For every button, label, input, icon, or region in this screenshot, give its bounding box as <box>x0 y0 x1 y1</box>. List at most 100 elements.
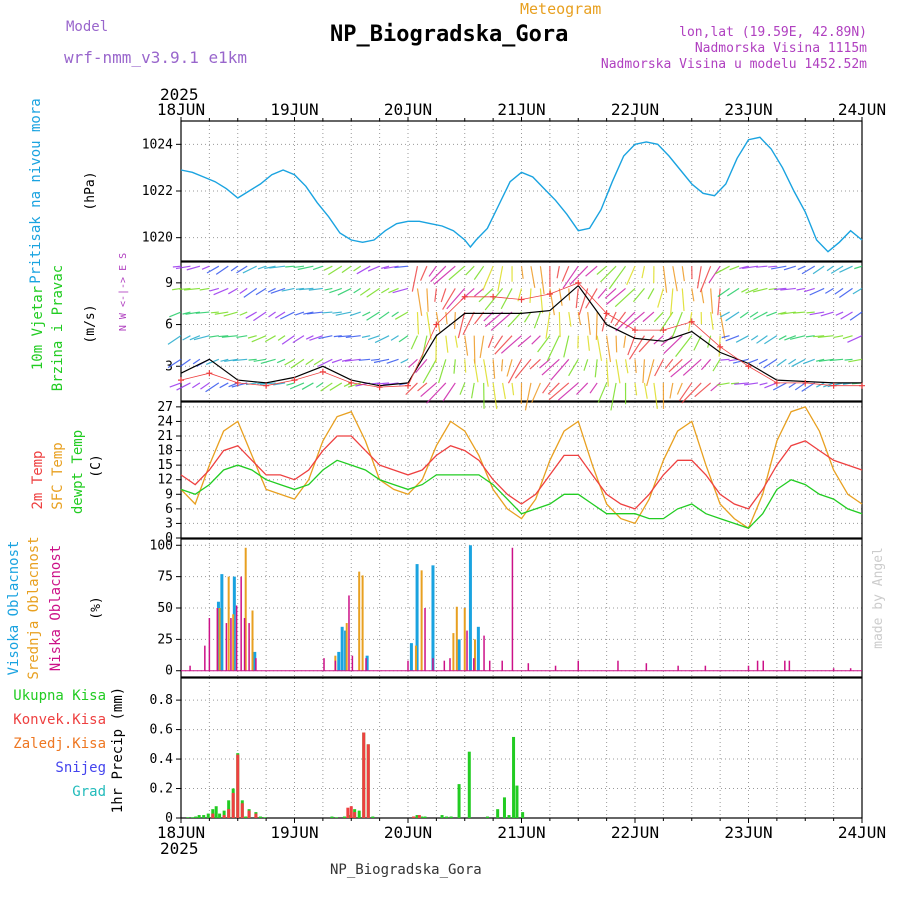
wind-barb <box>788 382 797 388</box>
high-cloud-bar <box>253 651 257 671</box>
total-precip-bar <box>445 816 449 818</box>
high-cloud-bar <box>409 643 413 671</box>
wind-barb <box>848 358 863 363</box>
total-precip-bar <box>457 784 461 818</box>
wind-barb <box>257 265 267 270</box>
ylabel-pressure: Pritisak na nivou mora <box>28 98 44 283</box>
y-tick-label: 27 <box>157 400 173 415</box>
wind-barb <box>199 287 210 291</box>
wind-barb <box>247 335 257 339</box>
total-precip-bar <box>222 810 226 818</box>
conv-precip-bar <box>349 806 353 818</box>
low-cloud-bar <box>189 665 191 671</box>
x-tick-label-bottom: 20JUN <box>384 823 432 842</box>
wind-barb <box>483 359 489 387</box>
wind-barb <box>842 335 853 340</box>
wind-barb <box>301 382 314 390</box>
conv-precip-bar <box>353 812 357 818</box>
wind-barb <box>239 287 248 294</box>
wind-barb <box>487 335 494 348</box>
low-cloud-bar <box>443 660 446 671</box>
wind-barb <box>220 358 229 362</box>
wind-barb <box>776 358 787 367</box>
wind-barb <box>562 265 579 289</box>
mid-cloud-bar <box>251 610 254 671</box>
wind-barb <box>426 311 432 340</box>
wind-barb <box>290 358 305 369</box>
wind-barb <box>306 311 323 315</box>
wind-barb <box>558 312 561 338</box>
wind-barb <box>169 311 182 318</box>
wind-barb <box>507 311 522 328</box>
wind-barb <box>391 311 399 318</box>
wind-barb <box>541 358 560 376</box>
wind-barb <box>292 335 305 344</box>
wind-barb <box>484 288 504 311</box>
high-cloud-bar <box>232 576 236 671</box>
total-precip-bar <box>197 815 201 818</box>
conv-precip-bar <box>247 810 251 818</box>
wind-barb <box>270 287 286 294</box>
conv-precip-bar <box>227 809 231 818</box>
low-cloud-bar <box>432 658 434 671</box>
wind-barb <box>829 358 844 362</box>
wind-barb <box>251 335 267 343</box>
low-cloud-bar <box>208 618 211 671</box>
wind-barb <box>243 287 258 298</box>
high-cloud-bar <box>340 626 344 671</box>
wind-barb <box>563 335 570 358</box>
wind-barb <box>595 312 598 340</box>
wind-compass: N W <-|-> E S <box>118 253 129 331</box>
x-tick-label-bottom: 23JUN <box>724 823 772 842</box>
total-precip-bar <box>190 817 194 818</box>
low-cloud-bar <box>483 635 485 671</box>
wind-barb <box>264 265 276 270</box>
low-cloud-bar <box>230 618 232 671</box>
wind-barb <box>606 335 612 363</box>
wind-barb <box>295 287 305 290</box>
total-precip-bar <box>521 812 525 818</box>
wind-barb <box>700 288 705 304</box>
y-tick-label: 6 <box>165 502 173 517</box>
wind-barb <box>286 382 295 386</box>
wind-barb <box>699 265 712 293</box>
total-precip-bar <box>218 813 222 818</box>
total-precip-bar <box>330 816 334 818</box>
conv-precip-bar <box>211 813 215 818</box>
wind-barb <box>511 382 515 396</box>
mid-cloud-bar <box>227 576 230 671</box>
wind-barb <box>230 265 239 272</box>
wind-barb <box>182 335 191 341</box>
panel-frame <box>180 538 863 678</box>
y-tick-label: 9 <box>165 276 173 291</box>
wind-barb <box>539 358 551 369</box>
x-tick-label-bottom: 18JUN <box>157 823 205 842</box>
total-precip-bar <box>357 810 361 818</box>
wind-barb <box>462 311 475 336</box>
wind-barb <box>322 311 333 314</box>
wind-barb <box>844 358 853 361</box>
total-precip-bar <box>423 816 427 818</box>
wind-barb <box>318 335 333 340</box>
wind-barb <box>368 335 380 341</box>
conv-precip-bar <box>366 744 370 818</box>
wind-barb <box>426 382 447 404</box>
wind-barb <box>820 311 834 317</box>
wind-barb <box>309 335 324 341</box>
total-precip-bar <box>515 785 519 818</box>
wind-barb <box>854 265 863 270</box>
wind-barb <box>167 358 182 369</box>
wind-barb <box>386 358 399 364</box>
wind-barb <box>839 287 853 298</box>
wind-barb <box>175 265 191 270</box>
wind-barb <box>308 287 323 291</box>
dewpt-line <box>180 459 863 530</box>
wind-barb <box>474 311 485 325</box>
wind-barb <box>766 311 778 317</box>
wind-barb <box>849 311 863 321</box>
wind-barb <box>646 359 655 387</box>
wind-barb <box>267 287 276 293</box>
wind-barb <box>641 266 646 279</box>
unit-wind: (m/s) <box>83 304 98 343</box>
